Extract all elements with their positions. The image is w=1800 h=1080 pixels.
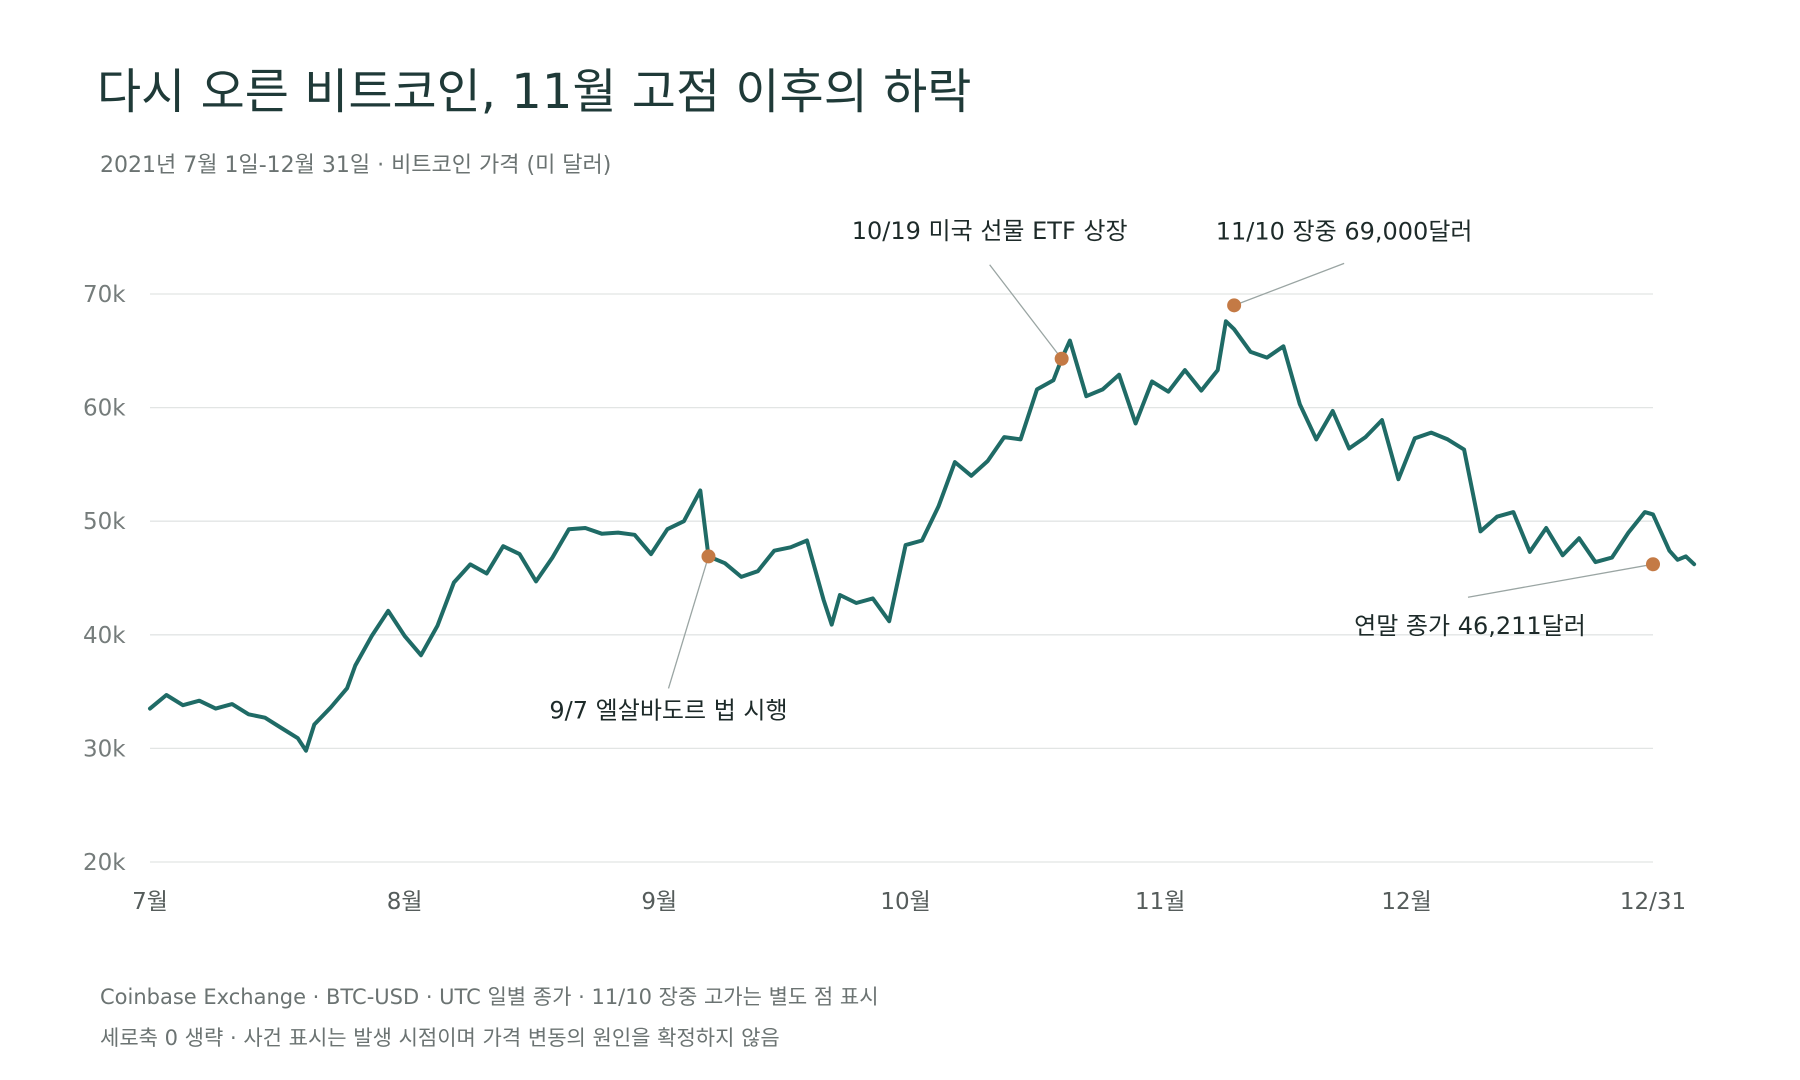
price-line-series [148, 319, 1697, 753]
x-tick-label-2: 9월 [641, 889, 677, 915]
annotation-label-1: 10/19 미국 선물 ETF 상장 [852, 217, 1128, 245]
y-tick-label-50k: 50k [83, 509, 126, 535]
annotation-leader-3 [1467, 563, 1654, 598]
annotation-marker-0 [701, 549, 716, 564]
x-tick-label-6: 12/31 [1620, 889, 1686, 915]
annotation-leader-0 [667, 556, 710, 689]
x-tick-label-3: 10월 [880, 889, 930, 915]
annotation-leader-2 [1233, 262, 1345, 306]
footnote-disclaimer: 세로축 0 생략 · 사건 표시는 발생 시점이며 가격 변동의 원인을 확정하… [100, 1026, 780, 1050]
annotation-label-2: 11/10 장중 69,000달러 [1216, 217, 1473, 245]
y-tick-label-60k: 60k [83, 396, 126, 422]
x-tick-label-1: 8월 [387, 889, 423, 915]
annotation-marker-2 [1227, 298, 1242, 313]
annotation-labels: 9/7 엘살바도르 법 시행 10/19 미국 선물 ETF 상장 11/10 장중… [549, 217, 1585, 725]
annotation-leader-1 [989, 264, 1063, 360]
chart-subtitle: 2021년 7월 1일-12월 31일 · 비트코인 가격 (미 달러) [100, 153, 611, 178]
y-tick-label-40k: 40k [83, 623, 126, 649]
annotation-marker-1 [1054, 351, 1069, 366]
footnote-source: Coinbase Exchange · BTC-USD · UTC 일별 종가 … [100, 985, 879, 1009]
y-tick-label-30k: 30k [83, 736, 126, 762]
y-tick-label-70k: 70k [83, 282, 126, 308]
x-tick-label-4: 11월 [1135, 889, 1185, 915]
annotation-leaders [667, 262, 1654, 689]
annotation-marker-3 [1646, 557, 1660, 572]
y-axis-ticks: 20k 30k 40k 50k 60k 70k [83, 282, 126, 876]
x-tick-label-5: 12월 [1381, 889, 1431, 915]
gridlines [150, 293, 1653, 863]
x-axis-ticks: 7월 8월 9월 10월 11월 12월 12/31 [132, 889, 1686, 915]
annotation-markers [701, 298, 1660, 572]
y-tick-label-20k: 20k [83, 850, 126, 876]
annotation-label-3: 연말 종가 46,211달러 [1354, 612, 1586, 640]
x-tick-label-0: 7월 [132, 889, 168, 915]
chart-title: 다시 오른 비트코인, 11월 고점 이후의 하락 [97, 64, 971, 120]
annotation-label-0: 9/7 엘살바도르 법 시행 [549, 696, 787, 724]
